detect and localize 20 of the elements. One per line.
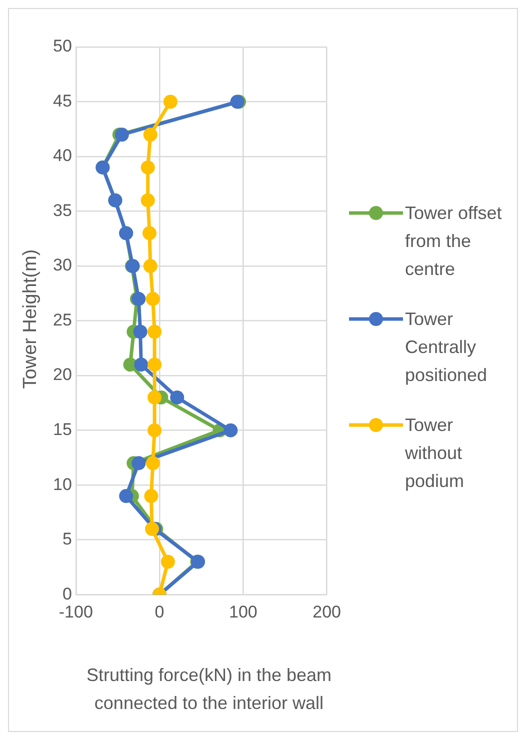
x-tick-label: 100 — [228, 602, 258, 622]
y-tick-label: 45 — [52, 91, 72, 110]
y-tick-label: 30 — [52, 256, 72, 275]
y-tick-label: 50 — [52, 36, 72, 56]
y-tick-label: 25 — [52, 310, 72, 330]
y-tick-label: 0 — [62, 584, 72, 604]
y-axis-title: Tower Height(m) — [20, 249, 42, 389]
x-tick-label: -100 — [58, 602, 93, 622]
x-tick-label: 0 — [154, 602, 164, 622]
y-tick-label: 5 — [62, 530, 72, 549]
legend-label: Tower offset from the centre — [405, 202, 503, 281]
legend-label: Tower Centrally positioned — [405, 308, 488, 387]
x-tick-label: 200 — [312, 602, 342, 622]
y-tick-label: 10 — [52, 474, 72, 494]
y-tick-label: 35 — [52, 200, 72, 220]
x-axis-title: Strutting force(kN) in the beam connected to the interior wall — [85, 664, 333, 715]
legend-label: Tower without podium — [405, 414, 466, 493]
y-tick-label: 40 — [52, 146, 72, 166]
y-tick-label: 15 — [52, 420, 72, 440]
y-tick-label: 20 — [52, 365, 72, 384]
